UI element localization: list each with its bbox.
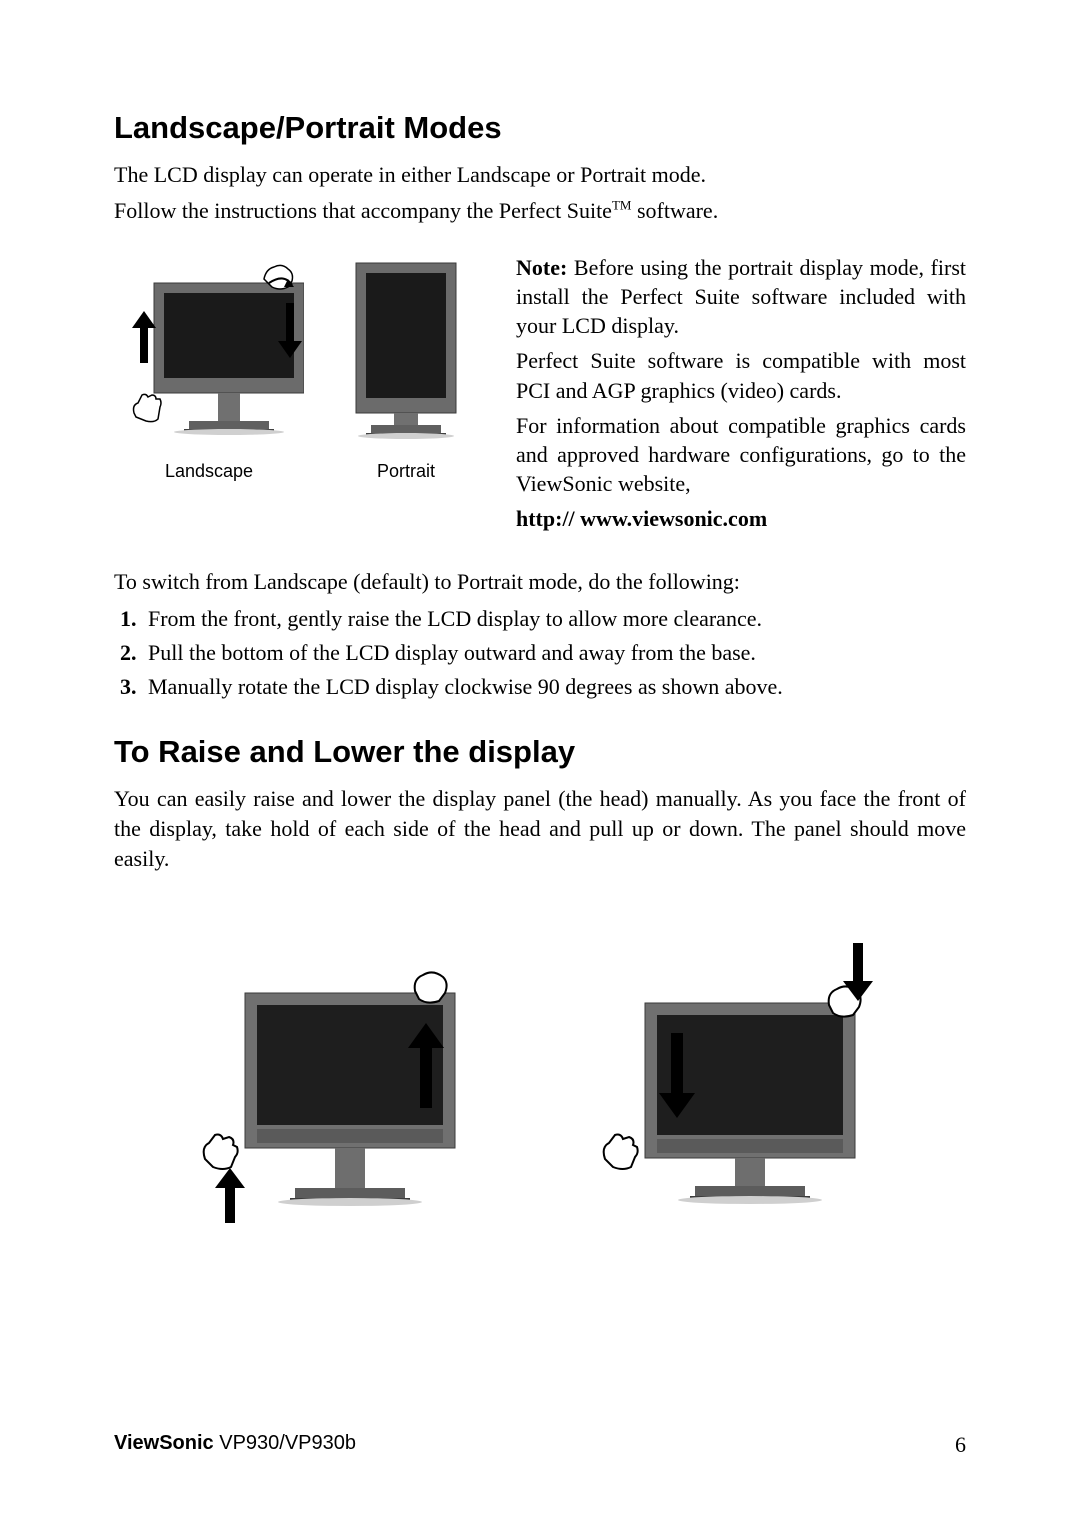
section2-p1: You can easily raise and lower the displ… bbox=[114, 784, 966, 873]
monitor-lower-icon bbox=[595, 933, 885, 1233]
section1-p2-post: software. bbox=[631, 198, 718, 223]
monitor-landscape-icon bbox=[114, 253, 304, 453]
figure-row-orientation: Landscape Portrait Note: Before using th… bbox=[114, 253, 966, 538]
step-1: From the front, gently raise the LCD dis… bbox=[142, 606, 966, 632]
step-3: Manually rotate the LCD display clockwis… bbox=[142, 674, 966, 700]
note-p1: Note: Before using the portrait display … bbox=[516, 253, 966, 340]
footer-brand: ViewSonic VP930/VP930b bbox=[114, 1432, 356, 1458]
section1-p2: Follow the instructions that accompany t… bbox=[114, 196, 966, 226]
step-2: Pull the bottom of the LCD display outwa… bbox=[142, 640, 966, 666]
note-p3: For information about compatible graphic… bbox=[516, 411, 966, 498]
tm-superscript: TM bbox=[612, 197, 632, 212]
footer-model: VP930/VP930b bbox=[214, 1432, 356, 1454]
page-footer: ViewSonic VP930/VP930b 6 bbox=[114, 1432, 966, 1458]
portrait-caption: Portrait bbox=[377, 461, 435, 482]
monitor-raise-icon bbox=[195, 933, 465, 1233]
landscape-caption: Landscape bbox=[165, 461, 253, 482]
section1-p1: The LCD display can operate in either La… bbox=[114, 160, 966, 190]
note-label: Note: bbox=[516, 255, 567, 280]
monitor-portrait-icon bbox=[336, 253, 476, 453]
footer-brand-bold: ViewSonic bbox=[114, 1432, 214, 1454]
section1-p2-pre: Follow the instructions that accompany t… bbox=[114, 198, 612, 223]
note-text: Before using the portrait display mode, … bbox=[516, 255, 966, 338]
figure-portrait: Portrait bbox=[336, 253, 476, 538]
steps-list: From the front, gently raise the LCD dis… bbox=[114, 606, 966, 700]
note-block: Note: Before using the portrait display … bbox=[508, 253, 966, 538]
section2-heading: To Raise and Lower the display bbox=[114, 734, 966, 770]
note-p2: Perfect Suite software is compatible wit… bbox=[516, 346, 966, 404]
figure-landscape: Landscape bbox=[114, 253, 304, 538]
section1-heading: Landscape/Portrait Modes bbox=[114, 110, 966, 146]
footer-pagenum: 6 bbox=[955, 1432, 966, 1458]
switch-intro: To switch from Landscape (default) to Po… bbox=[114, 567, 966, 597]
figure-row-raise-lower bbox=[114, 933, 966, 1233]
viewsonic-url: http:// www.viewsonic.com bbox=[516, 504, 966, 533]
